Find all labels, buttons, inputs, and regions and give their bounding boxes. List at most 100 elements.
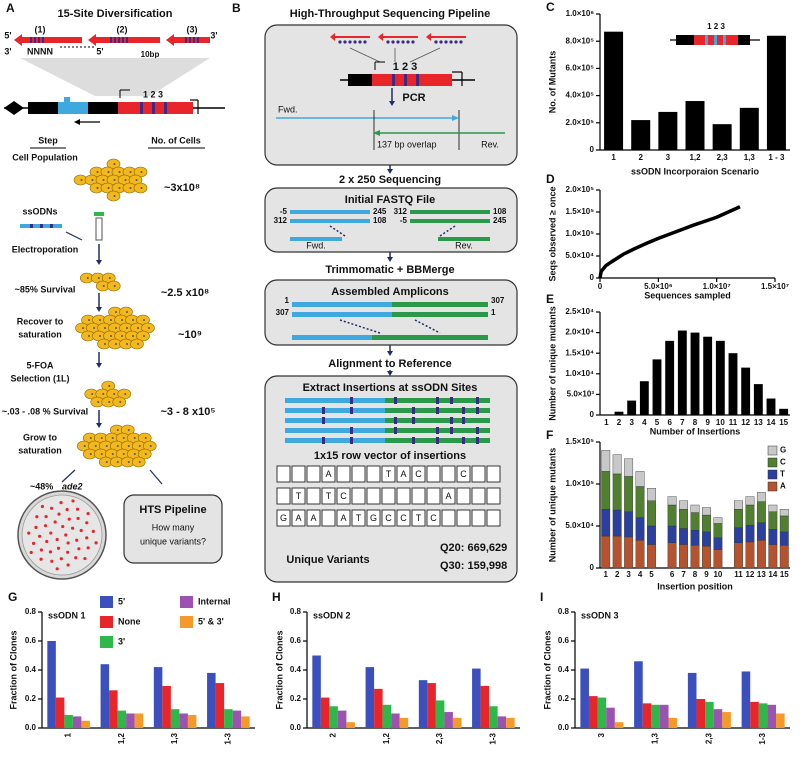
bar <box>444 712 453 728</box>
colony <box>70 526 75 530</box>
shape <box>122 37 124 43</box>
label: NNNN <box>27 46 53 56</box>
cell-nucleus <box>88 335 90 337</box>
shape <box>330 33 370 41</box>
cell-nucleus <box>121 335 123 337</box>
x-axis-title: Sequences sampled <box>644 290 731 300</box>
bar-segment <box>624 536 634 569</box>
label: 1x15 row vector of insertions <box>314 450 466 462</box>
vector-letter: A <box>295 513 301 523</box>
shape <box>387 257 393 262</box>
cell-nucleus <box>102 179 105 181</box>
shape <box>276 465 291 483</box>
bar-segment <box>612 473 622 511</box>
shape <box>381 487 396 505</box>
label: 1 2 3 <box>143 89 163 99</box>
x-tick-label: 2,3 <box>704 732 713 744</box>
bar <box>722 712 731 728</box>
y-tick-label: 1.0×10⁶ <box>566 9 595 18</box>
x-tick-label: 11 <box>729 418 738 427</box>
vector-letter: A <box>325 469 331 479</box>
shape <box>34 37 36 43</box>
x-axis-title: ssODN Incorporaion Scenario <box>631 166 760 176</box>
colony <box>75 538 79 542</box>
colony <box>50 559 54 563</box>
bar-segment <box>679 500 688 510</box>
bar <box>712 124 732 150</box>
cell-nucleus <box>91 179 94 181</box>
bar <box>642 703 652 728</box>
x-tick-label: 1-3 <box>488 732 497 744</box>
bar <box>639 381 649 415</box>
bar <box>215 683 225 728</box>
x-tick-label: 0 <box>598 282 603 291</box>
cell-nucleus <box>89 437 92 439</box>
cell-nucleus <box>86 277 89 279</box>
bar-segment <box>745 524 755 543</box>
legend-label: T <box>780 470 785 479</box>
shape <box>452 115 459 121</box>
label: ~.03 - .08 % Survival <box>2 406 88 416</box>
y-tick-label: 0.6 <box>558 636 570 645</box>
cell-nucleus <box>126 343 128 345</box>
label: Unique Variants <box>286 554 369 566</box>
bar <box>713 709 723 728</box>
label: saturation <box>18 445 62 455</box>
data-line <box>598 205 741 279</box>
shape <box>50 224 53 228</box>
cell-nucleus <box>115 343 117 345</box>
bar-segment <box>690 504 700 513</box>
colony <box>55 567 59 571</box>
cell-nucleus <box>129 187 132 189</box>
vector-letter: C <box>400 513 407 523</box>
colony <box>66 563 70 567</box>
panel-label: D <box>546 172 555 186</box>
shape <box>322 417 325 424</box>
legend-label: 3' <box>118 636 125 646</box>
x-tick-label: 4 <box>638 570 643 579</box>
cell-nucleus <box>111 437 114 439</box>
shape <box>350 407 353 414</box>
bar-segment <box>702 507 711 516</box>
bar <box>506 717 515 728</box>
inset-title: ssODN 3 <box>581 610 619 620</box>
insert <box>449 40 453 44</box>
shape <box>441 487 456 505</box>
y-tick-label: 0.2 <box>290 694 302 703</box>
cell-nucleus <box>82 327 84 329</box>
shape <box>387 169 393 174</box>
insert <box>439 40 443 44</box>
panel-label: F <box>546 428 553 442</box>
bar-segment <box>667 525 677 543</box>
shape <box>306 509 321 527</box>
shape <box>351 509 366 527</box>
bar <box>715 340 725 415</box>
shape <box>385 418 490 423</box>
label: B <box>232 1 241 15</box>
shape <box>426 487 441 505</box>
colony <box>49 531 53 535</box>
bar <box>207 672 216 728</box>
insert <box>391 40 395 44</box>
shape <box>738 35 750 45</box>
colony <box>34 525 38 529</box>
shape <box>372 335 488 340</box>
shape <box>476 407 479 414</box>
vector-letter: A <box>310 513 316 523</box>
cell-nucleus <box>116 445 119 447</box>
shape <box>381 509 396 527</box>
insert <box>348 40 352 44</box>
y-tick-label: 0.4 <box>558 665 570 674</box>
legend-swatch <box>100 596 113 608</box>
vector-letter: C <box>430 513 437 523</box>
colony <box>79 528 83 533</box>
bar <box>497 716 507 728</box>
bar <box>55 697 65 728</box>
vector-letter: T <box>356 513 362 523</box>
shape <box>118 102 193 114</box>
cell-nucleus <box>113 179 116 181</box>
bar <box>677 330 687 415</box>
shape <box>723 35 726 45</box>
bar <box>696 699 706 728</box>
bar-segment <box>690 530 700 546</box>
